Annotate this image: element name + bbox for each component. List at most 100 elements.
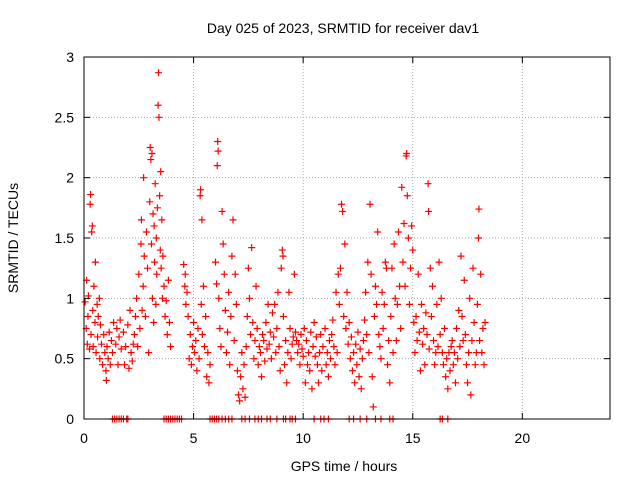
data-point — [279, 312, 287, 320]
data-point — [229, 216, 237, 224]
data-point — [465, 349, 473, 357]
data-point — [448, 337, 456, 345]
data-point — [353, 361, 361, 369]
data-point — [365, 349, 373, 357]
data-point — [161, 312, 169, 320]
data-point — [475, 205, 483, 213]
data-point — [327, 355, 335, 363]
data-point — [409, 246, 417, 254]
data-point — [87, 191, 95, 199]
data-point — [244, 264, 252, 272]
data-point — [471, 361, 479, 369]
data-point — [126, 306, 134, 314]
data-point — [88, 222, 96, 230]
data-point — [340, 312, 348, 320]
data-point — [136, 325, 144, 332]
data-point — [428, 282, 436, 290]
data-point — [198, 331, 206, 339]
data-point — [158, 216, 166, 224]
data-point — [240, 361, 248, 369]
data-point — [264, 300, 272, 308]
data-point — [300, 325, 308, 332]
data-point — [293, 337, 301, 345]
data-point — [94, 333, 102, 341]
data-point — [387, 312, 395, 320]
data-point — [158, 294, 166, 302]
data-point — [226, 361, 234, 369]
data-point — [93, 300, 101, 308]
data-point — [106, 361, 114, 369]
data-point — [95, 294, 103, 302]
data-point — [277, 264, 285, 272]
data-point — [279, 252, 287, 260]
data-point — [416, 367, 424, 375]
data-point — [345, 318, 353, 326]
data-point — [390, 240, 398, 248]
data-point — [96, 355, 104, 363]
data-point — [183, 288, 191, 296]
data-point — [412, 312, 420, 320]
data-point — [252, 282, 260, 290]
data-point — [322, 361, 330, 369]
data-point — [399, 258, 407, 266]
data-point — [330, 343, 338, 351]
y-tick-label: 3 — [66, 49, 74, 65]
data-point — [371, 282, 379, 290]
data-point — [167, 343, 175, 351]
data-point — [250, 355, 258, 363]
data-point — [354, 328, 362, 336]
data-point — [96, 321, 104, 329]
data-point — [363, 331, 371, 339]
data-point — [155, 69, 163, 77]
data-point — [380, 300, 388, 308]
data-point — [134, 343, 142, 351]
data-point — [319, 343, 327, 351]
data-point — [366, 200, 374, 208]
data-point — [333, 349, 341, 357]
data-point — [285, 288, 293, 296]
data-point — [91, 318, 99, 326]
data-point — [151, 180, 159, 188]
data-point — [335, 300, 343, 308]
data-point — [160, 282, 168, 290]
data-point — [369, 403, 377, 411]
data-point — [225, 288, 233, 296]
data-point — [258, 373, 266, 381]
data-point — [338, 200, 346, 208]
data-point — [156, 246, 164, 254]
y-tick-label: 2.5 — [55, 109, 75, 125]
data-point — [341, 240, 349, 248]
data-point — [152, 234, 160, 242]
data-point — [395, 228, 403, 236]
data-point — [298, 345, 306, 353]
data-point — [204, 349, 212, 357]
data-point — [112, 340, 120, 348]
data-point — [157, 168, 165, 176]
y-axis-label: SRMTID / TECUs — [5, 183, 21, 293]
data-point — [165, 318, 173, 326]
data-point — [443, 355, 451, 363]
data-point — [152, 300, 160, 308]
data-point — [181, 282, 189, 290]
data-point — [438, 349, 446, 357]
x-tick-label: 15 — [405, 430, 421, 446]
data-point — [146, 144, 154, 151]
chart-title: Day 025 of 2023, SRMTID for receiver dav… — [207, 20, 480, 36]
data-point — [446, 367, 454, 375]
data-point — [182, 300, 190, 308]
data-point — [249, 318, 257, 326]
data-point — [376, 343, 384, 351]
data-point — [344, 340, 352, 348]
data-point — [480, 361, 488, 369]
data-point — [296, 361, 304, 369]
data-point — [359, 337, 367, 345]
data-point — [425, 345, 433, 353]
data-point — [153, 270, 161, 278]
data-point — [356, 345, 364, 353]
data-point — [453, 325, 461, 332]
data-point — [248, 244, 256, 252]
data-point — [186, 331, 194, 339]
data-point — [351, 379, 359, 387]
data-point — [464, 379, 472, 387]
data-point — [419, 340, 427, 348]
